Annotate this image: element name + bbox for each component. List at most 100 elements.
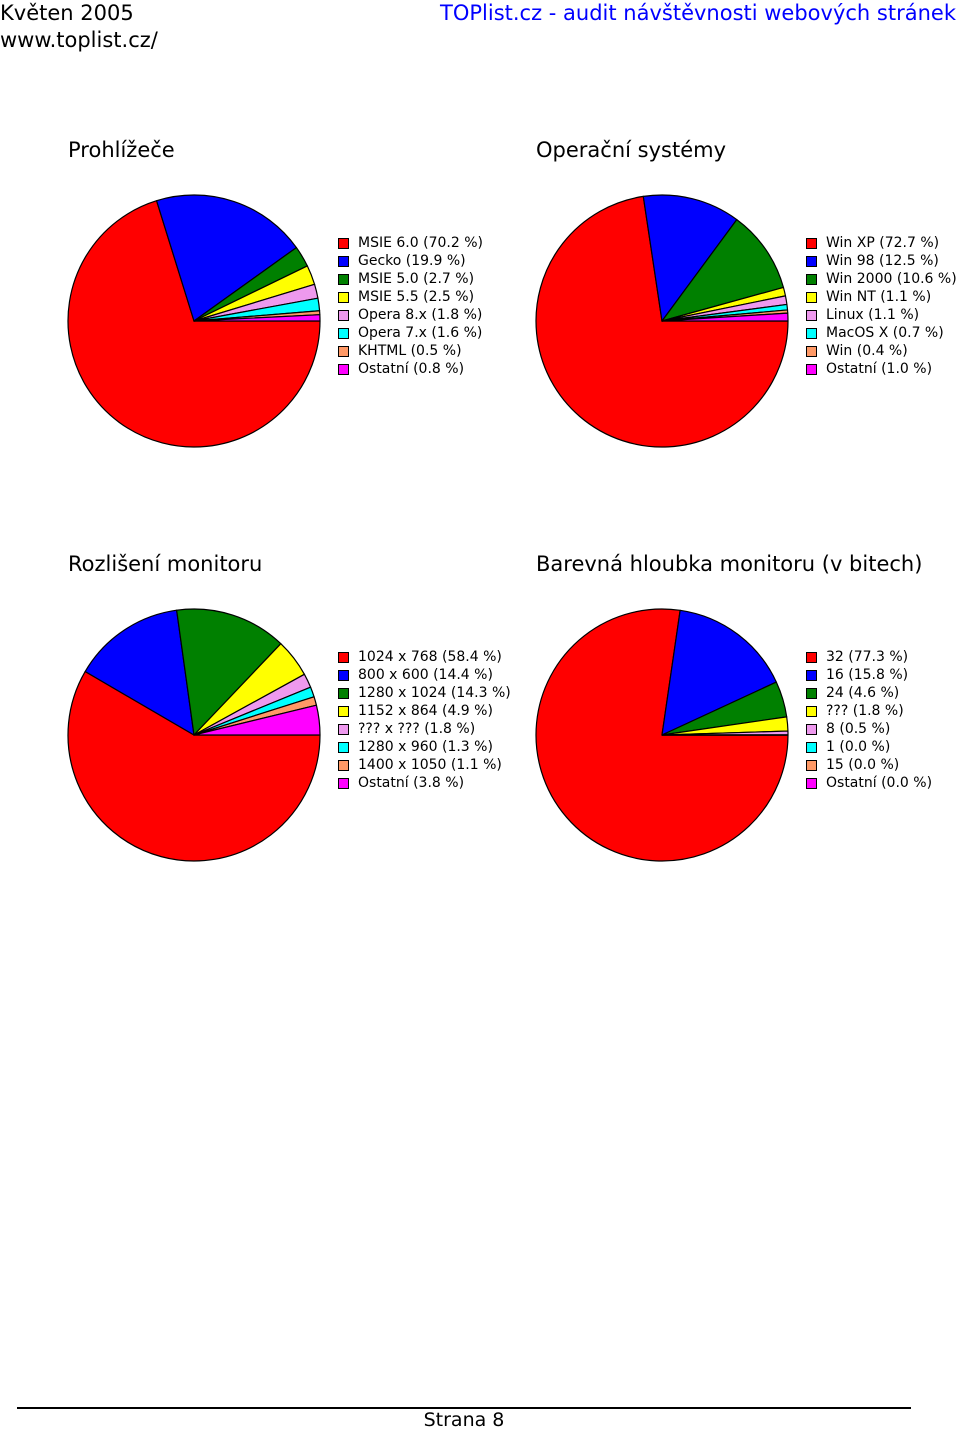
legend-swatch (338, 759, 349, 771)
legend-swatch (806, 723, 817, 735)
pie-slice-0 (67, 670, 321, 862)
legend-swatch (806, 651, 817, 663)
pie-slice-2 (176, 608, 282, 736)
legend-label: Ostatní (1.0 %) (826, 361, 933, 377)
legend-item: 8 (0.5 %) (806, 720, 932, 738)
legend-item: Linux (1.1 %) (806, 306, 957, 324)
legend-swatch (338, 309, 349, 321)
legend-item: Ostatní (0.8 %) (338, 360, 483, 378)
pie-slice-0 (67, 200, 321, 448)
legend-swatch (338, 723, 349, 735)
legend-swatch (338, 363, 349, 375)
pie-slice-7 (193, 314, 321, 322)
legend-label: MSIE 5.0 (2.7 %) (358, 271, 475, 287)
legend-item: 24 (4.6 %) (806, 684, 932, 702)
legend-item: 32 (77.3 %) (806, 648, 932, 666)
legend-swatch (338, 237, 349, 249)
pie-slice-1 (155, 194, 297, 322)
legend-item: 1 (0.0 %) (806, 738, 932, 756)
pie-chart-os (535, 194, 789, 448)
legend-item: Ostatní (3.8 %) (338, 774, 511, 792)
legend-item: Opera 7.x (1.6 %) (338, 324, 483, 342)
legend-label: 32 (77.3 %) (826, 649, 909, 665)
legend-label: KHTML (0.5 %) (358, 343, 462, 359)
legend-item: Gecko (19.9 %) (338, 252, 483, 270)
site-title: TOPlist.cz - audit návštěvnosti webových… (440, 1, 956, 25)
header-left: Květen 2005 www.toplist.cz/ (0, 0, 158, 54)
legend-swatch (806, 345, 817, 357)
pie-slice-0 (535, 608, 789, 862)
legend-item: KHTML (0.5 %) (338, 342, 483, 360)
legend-label: ??? (1.8 %) (826, 703, 904, 719)
legend-item: Win NT (1.1 %) (806, 288, 957, 306)
legend-label: Opera 7.x (1.6 %) (358, 325, 483, 341)
legend-swatch (338, 327, 349, 339)
pie-chart-browsers (67, 194, 321, 448)
legend-item: MSIE 5.0 (2.7 %) (338, 270, 483, 288)
legend-swatch (806, 273, 817, 285)
legend-swatch (338, 273, 349, 285)
pie-slice-1 (84, 609, 195, 736)
legend-label: 1024 x 768 (58.4 %) (358, 649, 502, 665)
legend-resolution: 1024 x 768 (58.4 %) 800 x 600 (14.4 %) 128… (338, 648, 511, 792)
legend-label: 24 (4.6 %) (826, 685, 900, 701)
legend-swatch (338, 705, 349, 717)
legend-swatch (806, 759, 817, 771)
legend-swatch (338, 291, 349, 303)
legend-label: MacOS X (0.7 %) (826, 325, 944, 341)
pie-chart-color-depth (535, 608, 789, 862)
legend-swatch (806, 255, 817, 267)
legend-swatch (806, 777, 817, 789)
legend-swatch (338, 345, 349, 357)
legend-swatch (806, 237, 817, 249)
legend-swatch (806, 669, 817, 681)
legend-item: Ostatní (1.0 %) (806, 360, 957, 378)
legend-item: 15 (0.0 %) (806, 756, 932, 774)
legend-label: MSIE 6.0 (70.2 %) (358, 235, 483, 251)
legend-item: 1280 x 960 (1.3 %) (338, 738, 511, 756)
pie-slice-0 (535, 195, 789, 448)
legend-item: Win XP (72.7 %) (806, 234, 957, 252)
legend-item: 1024 x 768 (58.4 %) (338, 648, 511, 666)
legend-swatch (806, 327, 817, 339)
legend-swatch (806, 309, 817, 321)
legend-color-depth: 32 (77.3 %) 16 (15.8 %) 24 (4.6 %) ??? (1.8… (806, 648, 932, 792)
chart-title-resolution: Rozlišení monitoru (68, 552, 263, 576)
legend-label: 16 (15.8 %) (826, 667, 909, 683)
chart-title-os: Operační systémy (536, 138, 726, 162)
legend-item: 16 (15.8 %) (806, 666, 932, 684)
legend-item: MSIE 5.5 (2.5 %) (338, 288, 483, 306)
legend-label: Win XP (72.7 %) (826, 235, 940, 251)
legend-item: Win 2000 (10.6 %) (806, 270, 957, 288)
legend-label: Gecko (19.9 %) (358, 253, 466, 269)
legend-swatch (806, 705, 817, 717)
legend-swatch (338, 777, 349, 789)
legend-swatch (806, 291, 817, 303)
legend-swatch (806, 687, 817, 699)
legend-browsers: MSIE 6.0 (70.2 %) Gecko (19.9 %) MSIE 5.0 … (338, 234, 483, 378)
legend-label: Win (0.4 %) (826, 343, 908, 359)
legend-item: MacOS X (0.7 %) (806, 324, 957, 342)
legend-item: 1400 x 1050 (1.1 %) (338, 756, 511, 774)
legend-label: Linux (1.1 %) (826, 307, 920, 323)
chart-title-color-depth: Barevná hloubka monitoru (v bitech) (536, 552, 923, 576)
legend-label: Ostatní (0.0 %) (826, 775, 933, 791)
legend-label: Win 2000 (10.6 %) (826, 271, 957, 287)
legend-label: 1 (0.0 %) (826, 739, 891, 755)
pie-slice-7 (193, 704, 321, 736)
legend-swatch (338, 669, 349, 681)
legend-label: 800 x 600 (14.4 %) (358, 667, 493, 683)
legend-label: Win 98 (12.5 %) (826, 253, 939, 269)
site-url: www.toplist.cz/ (0, 28, 158, 52)
pie-slice-1 (661, 609, 777, 736)
legend-label: 8 (0.5 %) (826, 721, 891, 737)
legend-swatch (806, 741, 817, 753)
legend-swatch (338, 687, 349, 699)
legend-item: MSIE 6.0 (70.2 %) (338, 234, 483, 252)
legend-label: 1280 x 1024 (14.3 %) (358, 685, 511, 701)
report-month: Květen 2005 (0, 1, 134, 25)
legend-item: Opera 8.x (1.8 %) (338, 306, 483, 324)
legend-label: MSIE 5.5 (2.5 %) (358, 289, 475, 305)
legend-label: Win NT (1.1 %) (826, 289, 932, 305)
legend-swatch (338, 651, 349, 663)
